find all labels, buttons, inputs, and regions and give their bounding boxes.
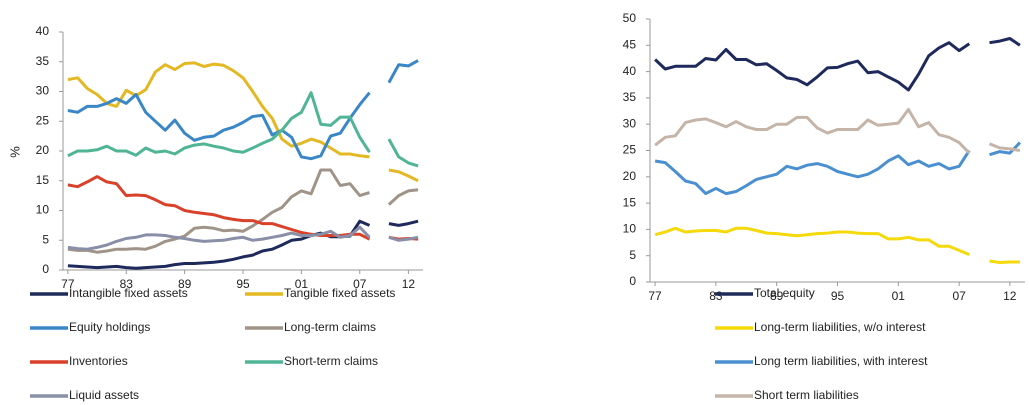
legend-label: Inventories	[69, 354, 128, 368]
x-tick-label: 12	[402, 277, 416, 291]
y-tick-label: 20	[36, 143, 50, 157]
legend-label: Total equity	[754, 286, 815, 300]
legend-label: Long term liabilities, with interest	[754, 354, 928, 368]
y-tick-label: 15	[36, 173, 50, 187]
series-line	[67, 61, 419, 183]
y-tick-label: 50	[623, 11, 637, 25]
x-tick-label: 95	[236, 277, 250, 291]
y-tick-label: 5	[629, 248, 636, 262]
y-tick-label: 25	[623, 143, 637, 157]
y-tick-label: 25	[36, 113, 50, 127]
legend-label: Intangible fixed assets	[69, 286, 188, 300]
x-tick-label: 07	[353, 277, 367, 291]
series-line	[67, 225, 419, 251]
x-tick-label: 01	[892, 289, 906, 303]
series-line	[654, 37, 1021, 92]
y-tick-label: 10	[623, 222, 637, 236]
series-line	[67, 59, 419, 161]
legend-label: Long-term claims	[284, 320, 376, 334]
y-tick-label: 5	[42, 232, 49, 246]
y-tick-label: 15	[623, 195, 637, 209]
series-line	[654, 141, 1021, 196]
legend-label: Long-term liabilities, w/o interest	[754, 320, 926, 334]
series-line	[67, 91, 419, 168]
y-tick-label: 45	[623, 37, 637, 51]
series-line	[67, 168, 419, 254]
y-tick-label: 35	[623, 90, 637, 104]
legend-label: Liquid assets	[69, 388, 139, 402]
legend-label: Equity holdings	[69, 320, 150, 334]
series-line	[67, 219, 419, 270]
x-tick-label: 77	[61, 277, 75, 291]
y-tick-label: 40	[623, 64, 637, 78]
y-axis-label: %	[7, 146, 22, 158]
x-tick-label: 12	[1003, 289, 1017, 303]
x-tick-label: 01	[295, 277, 309, 291]
y-tick-label: 20	[623, 169, 637, 183]
y-tick-label: 30	[36, 84, 50, 98]
x-tick-label: 89	[178, 277, 192, 291]
x-tick-label: 83	[709, 289, 723, 303]
x-tick-label: 89	[770, 289, 784, 303]
series-line	[654, 108, 1021, 155]
y-tick-label: 40	[36, 24, 50, 38]
x-tick-label: 77	[648, 289, 662, 303]
y-tick-label: 10	[36, 203, 50, 217]
x-tick-label: 83	[120, 277, 134, 291]
legend-label: Tangible fixed assets	[284, 286, 395, 300]
x-tick-label: 95	[831, 289, 845, 303]
y-tick-label: 35	[36, 54, 50, 68]
legend-label: Short term liabilities	[754, 388, 859, 402]
y-tick-label: 0	[629, 274, 636, 288]
legend-label: Short-term claims	[284, 354, 378, 368]
y-tick-label: 30	[623, 116, 637, 130]
series-line	[654, 226, 1020, 264]
y-tick-label: 0	[42, 262, 49, 276]
x-tick-label: 07	[952, 289, 966, 303]
